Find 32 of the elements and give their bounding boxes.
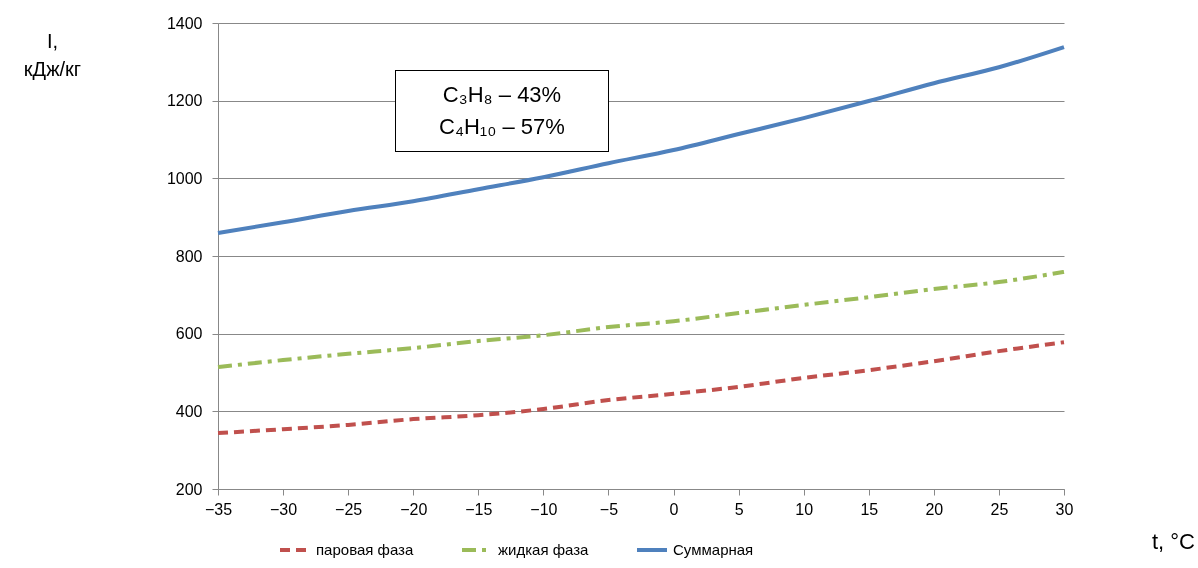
text-box: C₃H₈ – 43% C₄H₁₀ – 57% [395, 70, 609, 152]
x-tick-label: 25 [990, 500, 1009, 518]
y-tick-label: 1400 [166, 14, 203, 32]
x-tick-label: −5 [599, 500, 619, 518]
y-tick-label: 200 [175, 480, 203, 498]
x-tick-label: 5 [734, 500, 744, 518]
y-axis-title: I, кДж/кг [23, 29, 82, 80]
line-series [216, 340, 1066, 436]
legend-label: паровая фаза [316, 541, 414, 558]
x-tick-label: 20 [925, 500, 944, 518]
x-tick-label: −20 [400, 500, 428, 518]
y-tick-label: 1200 [166, 92, 203, 110]
x-axis-title: t, °C [1151, 528, 1196, 554]
legend-label: Суммарная [673, 541, 754, 558]
x-tick-label: −10 [530, 500, 558, 518]
x-tick-label: −25 [335, 500, 363, 518]
x-tick-label: −30 [270, 500, 298, 518]
y-tick-label: 800 [175, 247, 203, 265]
y-tick-label: 1000 [166, 169, 203, 187]
line-series [216, 269, 1066, 370]
y-tick-label: 600 [175, 325, 203, 343]
x-tick-label: 15 [860, 500, 879, 518]
annotation: C₃H₈ – 43% [441, 81, 563, 109]
x-tick-label: 30 [1055, 500, 1074, 518]
x-tick-label: −35 [204, 500, 233, 518]
x-tick-label: 0 [669, 500, 679, 518]
y-tick-label: 400 [175, 402, 203, 420]
x-tick-label: 10 [795, 500, 814, 518]
annotation: C₄H₁₀ – 57% [438, 113, 566, 141]
line-series [216, 45, 1066, 236]
x-tick-label: −15 [465, 500, 493, 518]
legend-label: жидкая фаза [498, 541, 590, 558]
